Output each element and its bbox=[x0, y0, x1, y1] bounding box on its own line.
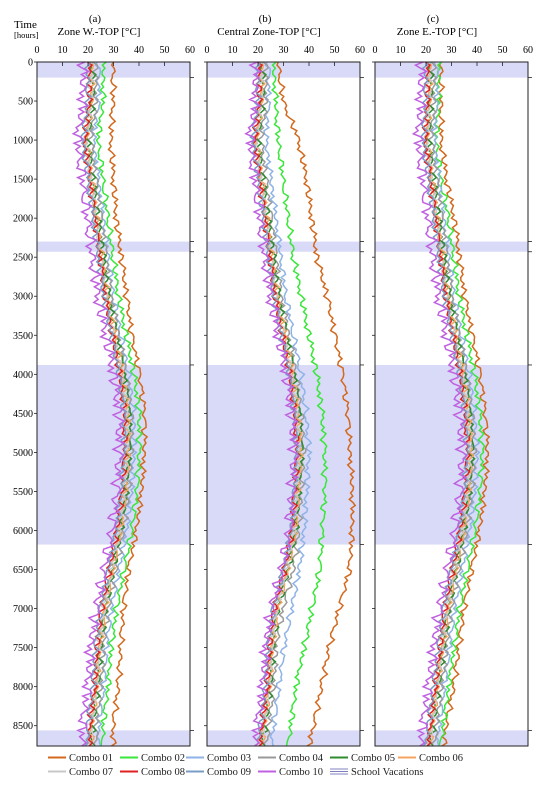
legend-label: Combo 04 bbox=[279, 753, 324, 764]
y-tick-label: 3000 bbox=[13, 292, 33, 303]
y-tick-label: 8500 bbox=[13, 721, 33, 732]
series-group bbox=[71, 61, 149, 747]
school-vacation-band bbox=[207, 241, 360, 252]
legend-label: Combo 05 bbox=[351, 753, 395, 764]
school-vacation-band bbox=[207, 62, 360, 78]
series-line-combo-09 bbox=[249, 61, 300, 747]
chart-panels: (a)Zone W.-TOP [°C]0 10 20 30 40 50 6005001000… bbox=[13, 13, 533, 747]
school-vacation-band bbox=[375, 241, 528, 252]
x-tick-label: 60 bbox=[185, 45, 195, 56]
x-tick-label: 50 bbox=[498, 45, 508, 56]
x-tick-label: 10 bbox=[228, 45, 238, 56]
x-tick-label: 10 bbox=[58, 45, 68, 56]
legend-label: School Vacations bbox=[351, 767, 423, 778]
series-group bbox=[411, 61, 491, 747]
x-tick-label: 20 bbox=[253, 45, 263, 56]
series-line-combo-01 bbox=[107, 61, 149, 747]
y-tick-label: 3500 bbox=[13, 331, 33, 342]
time-axis-label: Time bbox=[14, 19, 37, 31]
legend-label: Combo 08 bbox=[141, 767, 185, 778]
x-tick-label: 10 bbox=[396, 45, 406, 56]
school-vacation-band bbox=[375, 730, 528, 746]
y-tick-label: 1500 bbox=[13, 175, 33, 186]
y-tick-label: 7000 bbox=[13, 604, 33, 615]
series-line-combo-03 bbox=[431, 61, 481, 747]
series-line-combo-01 bbox=[437, 61, 491, 747]
time-axis-unit: [hours] bbox=[14, 30, 39, 40]
panel-title: Zone W.-TOP [°C] bbox=[58, 26, 141, 38]
y-tick-label: 5000 bbox=[13, 448, 33, 459]
panel-title: Central Zone-TOP [°C] bbox=[217, 26, 320, 38]
y-tick-label: 7500 bbox=[13, 643, 33, 654]
school-vacation-band bbox=[375, 364, 528, 545]
series-line-combo-10 bbox=[71, 61, 126, 747]
legend-label: Combo 07 bbox=[69, 767, 113, 778]
y-tick-label: 4500 bbox=[13, 409, 33, 420]
x-tick-label: 30 bbox=[447, 45, 457, 56]
panel-label: (a) bbox=[89, 13, 102, 25]
y-tick-label: 6500 bbox=[13, 565, 33, 576]
y-tick-label: 4000 bbox=[13, 370, 33, 381]
series-line-combo-02 bbox=[270, 61, 329, 747]
chart-panel-3: (c)Zone E.-TOP [°C] 0 10 20 30 40 50 60 bbox=[372, 13, 533, 747]
x-tick-label: 0 bbox=[205, 45, 210, 56]
chart-panel-1: (a)Zone W.-TOP [°C] 0 10 20 30 40 50 60 0 500 1000… bbox=[13, 13, 195, 747]
x-tick-label: 60 bbox=[523, 45, 533, 56]
x-tick-label: 60 bbox=[355, 45, 365, 56]
school-vacation-band bbox=[207, 730, 360, 746]
series-group bbox=[244, 61, 357, 747]
y-tick-label: 5500 bbox=[13, 487, 33, 498]
x-tick-label: 0 bbox=[373, 45, 378, 56]
x-tick-label: 40 bbox=[304, 45, 314, 56]
x-tick-label: 30 bbox=[109, 45, 119, 56]
y-tick-label: 1000 bbox=[13, 136, 33, 147]
school-vacation-band bbox=[37, 62, 190, 78]
series-line-combo-03 bbox=[263, 61, 313, 747]
y-tick-label: 500 bbox=[18, 97, 33, 108]
legend-label: Combo 09 bbox=[207, 767, 251, 778]
series-line-combo-09 bbox=[419, 61, 471, 747]
figure-header: Time [hours] bbox=[14, 19, 39, 40]
x-tick-label: 50 bbox=[160, 45, 170, 56]
chart-panel-2: (b)Central Zone-TOP [°C] 0 10 20 30 40 50 60 bbox=[204, 13, 365, 747]
x-tick-label: 20 bbox=[83, 45, 93, 56]
x-tick-label: 40 bbox=[134, 45, 144, 56]
x-tick-label: 0 bbox=[35, 45, 40, 56]
y-tick-label: 0 bbox=[28, 58, 33, 69]
school-vacation-band bbox=[37, 364, 190, 545]
school-vacation-band bbox=[207, 364, 360, 545]
legend-label: Combo 02 bbox=[141, 753, 185, 764]
x-tick-label: 40 bbox=[472, 45, 482, 56]
series-line-combo-03 bbox=[91, 61, 138, 747]
x-tick-label: 50 bbox=[330, 45, 340, 56]
series-line-combo-10 bbox=[411, 61, 469, 747]
panel-label: (c) bbox=[427, 13, 440, 25]
y-tick-label: 2500 bbox=[13, 253, 33, 264]
legend-label: Combo 03 bbox=[207, 753, 251, 764]
y-tick-label: 2000 bbox=[13, 214, 33, 225]
series-line-combo-02 bbox=[95, 61, 144, 746]
legend-label: Combo 06 bbox=[419, 753, 463, 764]
x-tick-label: 30 bbox=[279, 45, 289, 56]
legend-label: Combo 01 bbox=[69, 753, 113, 764]
x-tick-label: 20 bbox=[421, 45, 431, 56]
series-line-combo-01 bbox=[276, 61, 357, 747]
y-tick-label: 8000 bbox=[13, 682, 33, 693]
panel-title: Zone E.-TOP [°C] bbox=[397, 26, 477, 38]
y-tick-label: 6000 bbox=[13, 526, 33, 537]
panel-label: (b) bbox=[259, 13, 272, 25]
legend: Combo 01 Combo 02 Combo 03 Combo 04 Combo 05… bbox=[48, 753, 463, 778]
school-vacation-band bbox=[375, 62, 528, 78]
series-line-combo-09 bbox=[79, 61, 128, 747]
legend-label: Combo 10 bbox=[279, 767, 323, 778]
series-line-combo-10 bbox=[244, 61, 301, 747]
